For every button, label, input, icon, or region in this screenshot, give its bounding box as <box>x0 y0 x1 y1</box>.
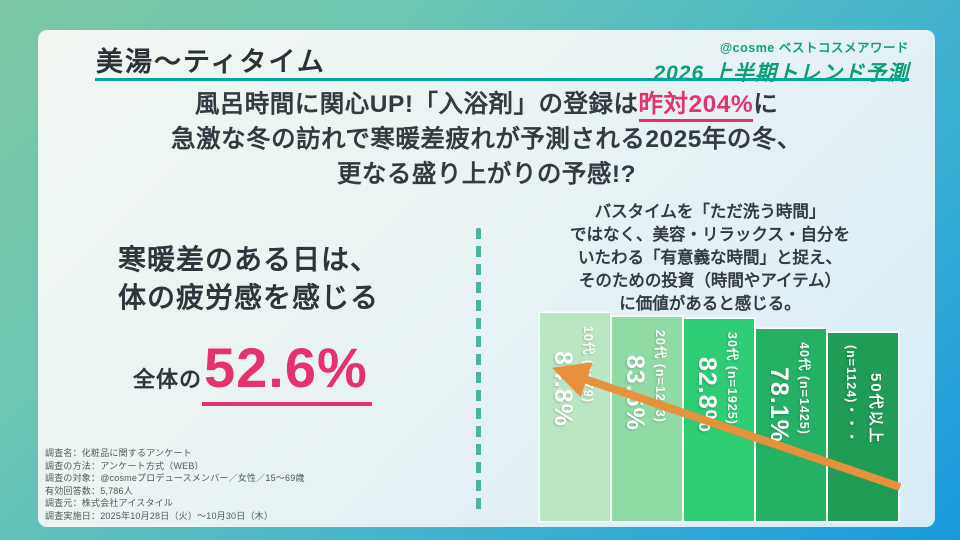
bar-value: 82.8% <box>693 357 721 433</box>
description-line: いたわる「有意義な時間」と捉え、 <box>578 249 842 267</box>
survey-note: 調査元：株式会社アイスタイル <box>45 498 174 509</box>
survey-note: 有効回答数：5,786人 <box>45 485 133 496</box>
brand-award-label: @cosme ベストコスメアワード <box>719 41 909 55</box>
headline-line1: 風呂時間に関心UP!「入浴剤」の登録は昨対204%に <box>38 87 935 122</box>
bar-label: 50代以上 <box>867 373 884 445</box>
bar-10s: 10代 (n=79) 84.8% <box>540 313 610 521</box>
bar-20s: 20代 (n=1233) 83.6% <box>612 317 682 521</box>
stat-row: 全体の 52.6% <box>133 337 372 406</box>
headline-line3: 更なる盛り上がりの予感!? <box>336 161 637 188</box>
bar-value: 84.8% <box>549 351 577 427</box>
survey-notes: 調査名：化粧品に関するアンケート 調査の方法：アンケート方式（WEB） 調査の対… <box>45 447 305 523</box>
bar-label: 10代 (n=79) <box>581 326 595 404</box>
description-line: に価値があると感じる。 <box>619 295 801 313</box>
survey-note: 調査名：化粧品に関するアンケート <box>45 448 192 458</box>
survey-note: 調査の対象：@cosmeプロデュースメンバー／女性／15〜69歳 <box>45 473 305 484</box>
stat-value: 52.6% <box>202 337 372 406</box>
page-title: 美湯〜ティタイム <box>96 47 326 77</box>
survey-note: 調査の方法：アンケート方式（WEB） <box>45 460 204 471</box>
headline: 風呂時間に関心UP!「入浴剤」の登録は昨対204%に 急激な冬の訪れで寒暖差疲れ… <box>38 87 935 192</box>
title-underline <box>95 78 909 81</box>
dashed-divider <box>476 228 481 513</box>
description-line: そのための投資（時間やアイテム） <box>578 272 842 290</box>
stat-heading-line1: 寒暖差のある日は、 <box>118 244 380 275</box>
stat-heading-line2: 体の疲労感を感じる <box>118 282 380 313</box>
description-line: バスタイムを「ただ洗う時間」 <box>594 203 826 221</box>
headline-highlight: 昨対204% <box>638 91 754 122</box>
bar-label: 20代 (n=1233) <box>653 330 667 423</box>
survey-note: 調査実施日：2025年10月28日（火）〜10月30日（木） <box>45 510 274 521</box>
bar-label: 40代 (n=1425) <box>797 342 811 435</box>
bar-label: 30代 (n=1925) <box>725 332 739 425</box>
stat-prefix: 全体の <box>133 367 203 392</box>
headline-line2: 急激な冬の訪れで寒暖差疲れが予測される2025年の冬、 <box>171 126 802 153</box>
description-line: ではなく、美容・リラックス・自分を <box>569 226 850 244</box>
bar-value: 78.1% <box>765 367 793 443</box>
slide-card: 美湯〜ティタイム @cosme ベストコスメアワード 2026 上半期トレンド予… <box>38 30 935 527</box>
bathtime-description: バスタイムを「ただ洗う時間」 ではなく、美容・リラックス・自分を いたわる「有意… <box>493 201 927 316</box>
bar-50s-plus: 50代以上 (n=1124)・・・ <box>828 333 898 521</box>
bar-30s: 30代 (n=1925) 82.8% <box>684 319 754 521</box>
stat-heading: 寒暖差のある日は、 体の疲労感を感じる <box>118 241 379 317</box>
brand-forecast-label: 2026 上半期トレンド予測 <box>653 62 909 85</box>
bar-value: 83.6% <box>621 355 649 431</box>
bar-40s: 40代 (n=1425) 78.1% <box>756 329 826 521</box>
bar-value: (n=1124)・・・ <box>844 345 858 444</box>
age-bar-chart: 10代 (n=79) 84.8% 20代 (n=1233) 83.6% 30代 … <box>540 313 898 521</box>
